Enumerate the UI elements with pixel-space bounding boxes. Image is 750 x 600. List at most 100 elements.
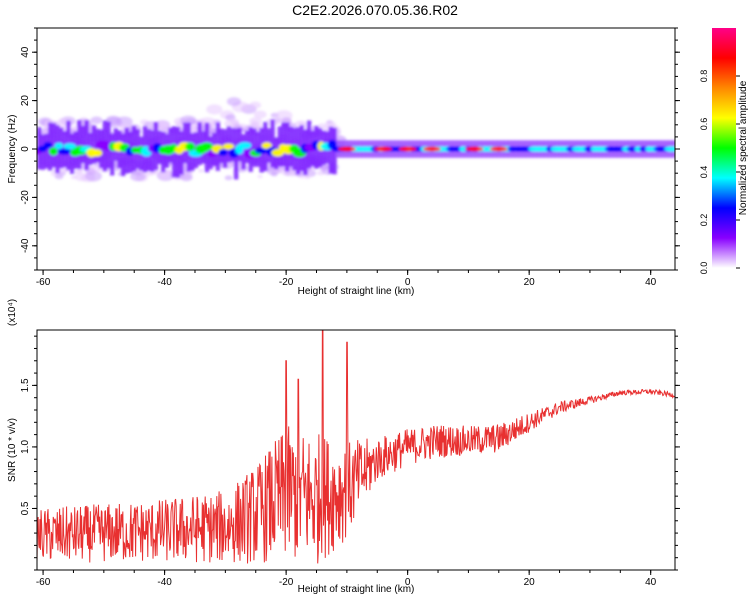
spectral-speckle <box>180 173 193 182</box>
snr-line-group <box>37 330 675 564</box>
spectral-peak <box>337 146 356 152</box>
colorbar-tick-label: 0.2 <box>699 214 709 227</box>
spectral-core <box>664 146 675 152</box>
spectral-band <box>98 129 104 169</box>
spectral-peak <box>374 146 393 152</box>
spectral-speckle <box>226 97 242 106</box>
x-tick-label: 40 <box>645 277 657 288</box>
spectral-core <box>185 142 196 152</box>
x-tick-label: -20 <box>279 577 294 588</box>
spectral-core <box>199 142 214 152</box>
x-tick-label: 0 <box>405 577 411 588</box>
x-tick-label: -60 <box>36 577 51 588</box>
spectral-speckle <box>281 117 292 124</box>
snr-frame <box>36 329 676 571</box>
x-tick-label: 40 <box>645 577 657 588</box>
spectral-core <box>49 147 58 156</box>
y-tick-label: 20 <box>20 95 31 107</box>
spectral-speckle <box>54 173 64 180</box>
snr-panel: -60 -40 -20 0 20 40 0.5 1.0 1.5 Height of straig… <box>7 299 680 595</box>
spectral-core <box>271 148 284 157</box>
snr-yscale-label: (x10⁴) <box>7 299 18 326</box>
colorbar-axis: 0.0 0.2 0.4 0.6 0.8 <box>699 70 740 275</box>
y-tick-label: 1.0 <box>20 440 31 454</box>
y-tick-label: -20 <box>20 190 31 205</box>
spectral-band <box>197 122 202 166</box>
spectral-band <box>252 128 257 167</box>
spectral-speckle <box>270 172 278 177</box>
spectral-peak <box>489 146 508 152</box>
spectral-speckle <box>224 175 233 181</box>
y-tick-label: 1.5 <box>20 378 31 392</box>
colorbar-tick-label: 0.0 <box>699 262 709 275</box>
snr-xlabel: Height of straight line (km) <box>298 584 415 595</box>
spectral-core <box>218 148 228 157</box>
x-tick-label: -20 <box>279 277 294 288</box>
spectral-band <box>44 133 49 169</box>
spectral-speckle <box>257 174 263 179</box>
spectral-band <box>40 134 46 170</box>
spectral-peak <box>422 146 441 152</box>
colorbar-tick-label: 0.8 <box>699 70 709 83</box>
x-tick-label: -60 <box>36 277 51 288</box>
y-tick-label: -40 <box>20 238 31 253</box>
spectral-band <box>241 134 246 170</box>
colorbar-tick-label: 0.6 <box>699 118 709 131</box>
spectral-speckle <box>249 117 263 126</box>
snr-ylabel: SNR (10 * v/v) <box>7 418 18 482</box>
spectral-band <box>168 127 173 163</box>
snr-line <box>37 330 675 564</box>
x-tick-label: -40 <box>157 577 172 588</box>
spectrogram-axes: -60 -40 -20 0 20 40 -40 -20 0 20 40 <box>20 27 680 288</box>
spectral-speckle <box>155 121 170 131</box>
spectral-core <box>63 143 77 150</box>
spectral-speckle <box>74 173 88 182</box>
spectral-core <box>261 142 272 149</box>
spectral-band <box>109 133 115 176</box>
x-tick-label: 20 <box>524 577 536 588</box>
spectral-speckle <box>229 119 240 126</box>
spectral-speckle <box>86 165 101 174</box>
spectral-band <box>77 120 82 170</box>
spectral-speckle <box>113 167 120 172</box>
y-tick-label: 40 <box>20 46 31 58</box>
spectral-band <box>328 126 334 174</box>
x-tick-label: -40 <box>157 277 172 288</box>
colorbar-label: Normalized spectral amplitude <box>738 80 749 215</box>
spectral-speckle <box>77 168 84 173</box>
spectral-band <box>120 133 126 177</box>
colorbar: 0.0 0.2 0.4 0.6 0.8 Normalized spectral ampl… <box>699 28 749 274</box>
spectral-core <box>254 147 268 154</box>
spectral-band <box>84 120 89 171</box>
colorbar-gradient <box>712 28 736 268</box>
spectrogram-xlabel: Height of straight line (km) <box>298 286 415 297</box>
spectral-speckle <box>305 175 311 179</box>
y-tick-label: 0.5 <box>20 501 31 515</box>
x-tick-label: 0 <box>405 277 411 288</box>
spectral-core <box>54 142 64 150</box>
spectral-band <box>91 125 97 164</box>
spectral-speckle <box>206 104 223 115</box>
spectral-core <box>43 141 53 149</box>
spectral-speckle <box>165 169 173 174</box>
spectral-band <box>51 123 57 168</box>
spectral-speckle <box>198 168 204 173</box>
snr-axes: -60 -40 -20 0 20 40 0.5 1.0 1.5 <box>20 335 680 588</box>
spectral-band <box>270 119 275 168</box>
spectral-band <box>80 125 86 163</box>
spectral-speckle <box>90 116 103 125</box>
spectral-speckle <box>58 117 68 124</box>
spectral-speckle <box>199 117 217 128</box>
spectrogram-ylabel: Frequency (Hz) <box>7 115 18 184</box>
spectral-speckle <box>320 163 329 170</box>
spectral-core <box>57 148 71 155</box>
spectral-speckle <box>159 174 169 180</box>
spectral-peak <box>398 146 417 152</box>
spectral-core <box>92 149 103 157</box>
spectral-core <box>222 143 235 150</box>
spectrogram-heatmap <box>37 97 675 183</box>
spectral-band <box>55 125 60 174</box>
spectral-speckle <box>85 170 103 182</box>
y-tick-label: 0 <box>20 146 31 152</box>
